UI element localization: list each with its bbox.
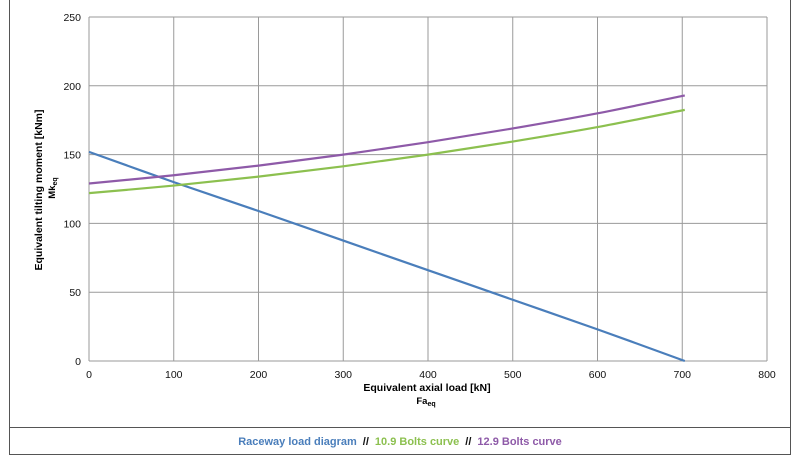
x-tick-label: 100 <box>165 369 183 381</box>
x-tick-label: 200 <box>250 369 268 381</box>
y-tick-label: 200 <box>63 81 81 93</box>
series-line-raceway-load-diagram <box>88 150 686 363</box>
chart-frame <box>9 0 791 455</box>
y-tick-label: 50 <box>69 287 81 299</box>
y-axis-sub-label: Mkeq <box>47 177 59 198</box>
y-ticks: 0 50 100 150 200 250 <box>63 12 81 368</box>
x-tick-label: 700 <box>673 369 691 381</box>
series-line-12-9-bolts-curve <box>88 94 686 185</box>
legend-item-raceway: Raceway load diagram <box>238 435 357 448</box>
x-axis-sub-label: Faeq <box>416 396 435 408</box>
x-tick-label: 0 <box>86 369 92 381</box>
y-tick-label: 150 <box>63 150 81 162</box>
x-tick-label: 400 <box>419 369 437 381</box>
x-tick-label: 500 <box>504 369 522 381</box>
x-ticks: 0 100 200 300 400 500 600 700 800 <box>86 369 776 381</box>
x-tick-label: 800 <box>758 369 776 381</box>
y-tick-label: 100 <box>63 218 81 230</box>
x-axis-label: Equivalent axial load [kN] <box>363 382 490 394</box>
y-axis-label: Equivalent tilting moment [kNm] <box>33 109 45 270</box>
x-tick-label: 600 <box>589 369 607 381</box>
x-tick-label: 300 <box>334 369 352 381</box>
legend-separator: // <box>362 435 369 448</box>
legend-separator: // <box>465 435 472 448</box>
y-tick-label: 250 <box>63 12 81 24</box>
legend-item-10-9-bolts: 10.9 Bolts curve <box>374 435 460 448</box>
y-tick-label: 0 <box>75 356 81 368</box>
legend-item-12-9-bolts: 12.9 Bolts curve <box>477 435 562 448</box>
series-group <box>88 94 686 363</box>
series-line-10-9-bolts-curve <box>88 108 686 195</box>
legend: Raceway load diagram // 10.9 Bolts curve… <box>9 427 791 455</box>
chart: 0 100 200 300 400 500 600 700 800 0 50 100 150 200 25… <box>33 12 776 408</box>
